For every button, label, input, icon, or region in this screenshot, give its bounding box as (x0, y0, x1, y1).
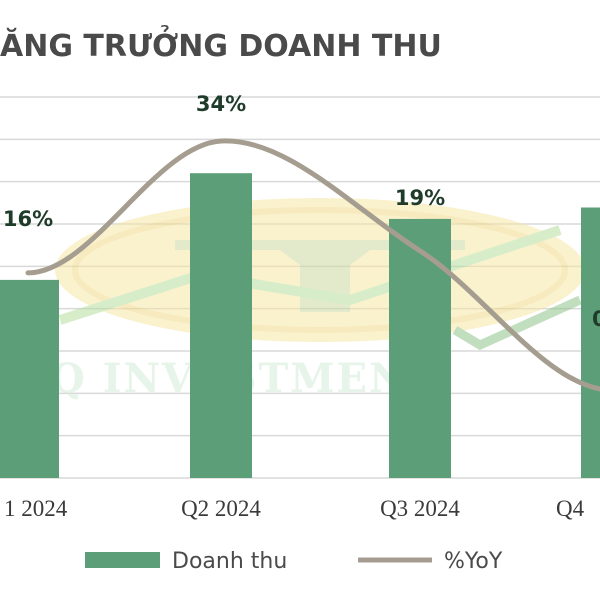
bar-series (0, 173, 600, 479)
bar-4 (581, 207, 600, 479)
x-tick-label-1: 1 2024 (4, 496, 68, 521)
bar-1 (0, 279, 59, 478)
data-label-4: 0 (592, 307, 600, 331)
data-labels: 16% 34% 19% 0 (3, 92, 600, 331)
x-tick-label-4: Q4 (556, 496, 585, 521)
data-label-1: 16% (3, 207, 53, 231)
legend-swatch-bar (85, 552, 160, 568)
data-label-2: 34% (196, 92, 246, 116)
bar-3 (389, 218, 451, 479)
legend: Doanh thu %YoY (85, 549, 503, 574)
chart-title: ĂNG TRƯỞNG DOANH THU (0, 24, 442, 64)
x-tick-label-2: Q2 2024 (181, 496, 261, 521)
watermark-logo: Q INVESTMENT (50, 198, 585, 402)
yoy-line (25, 138, 600, 392)
data-label-3: 19% (395, 186, 445, 210)
bar-2 (190, 173, 252, 478)
x-tick-label-3: Q3 2024 (380, 496, 460, 521)
x-axis-ticks: 1 2024 Q2 2024 Q3 2024 Q4 (4, 496, 585, 521)
legend-label-bar: Doanh thu (172, 549, 287, 574)
legend-label-line: %YoY (444, 549, 503, 574)
